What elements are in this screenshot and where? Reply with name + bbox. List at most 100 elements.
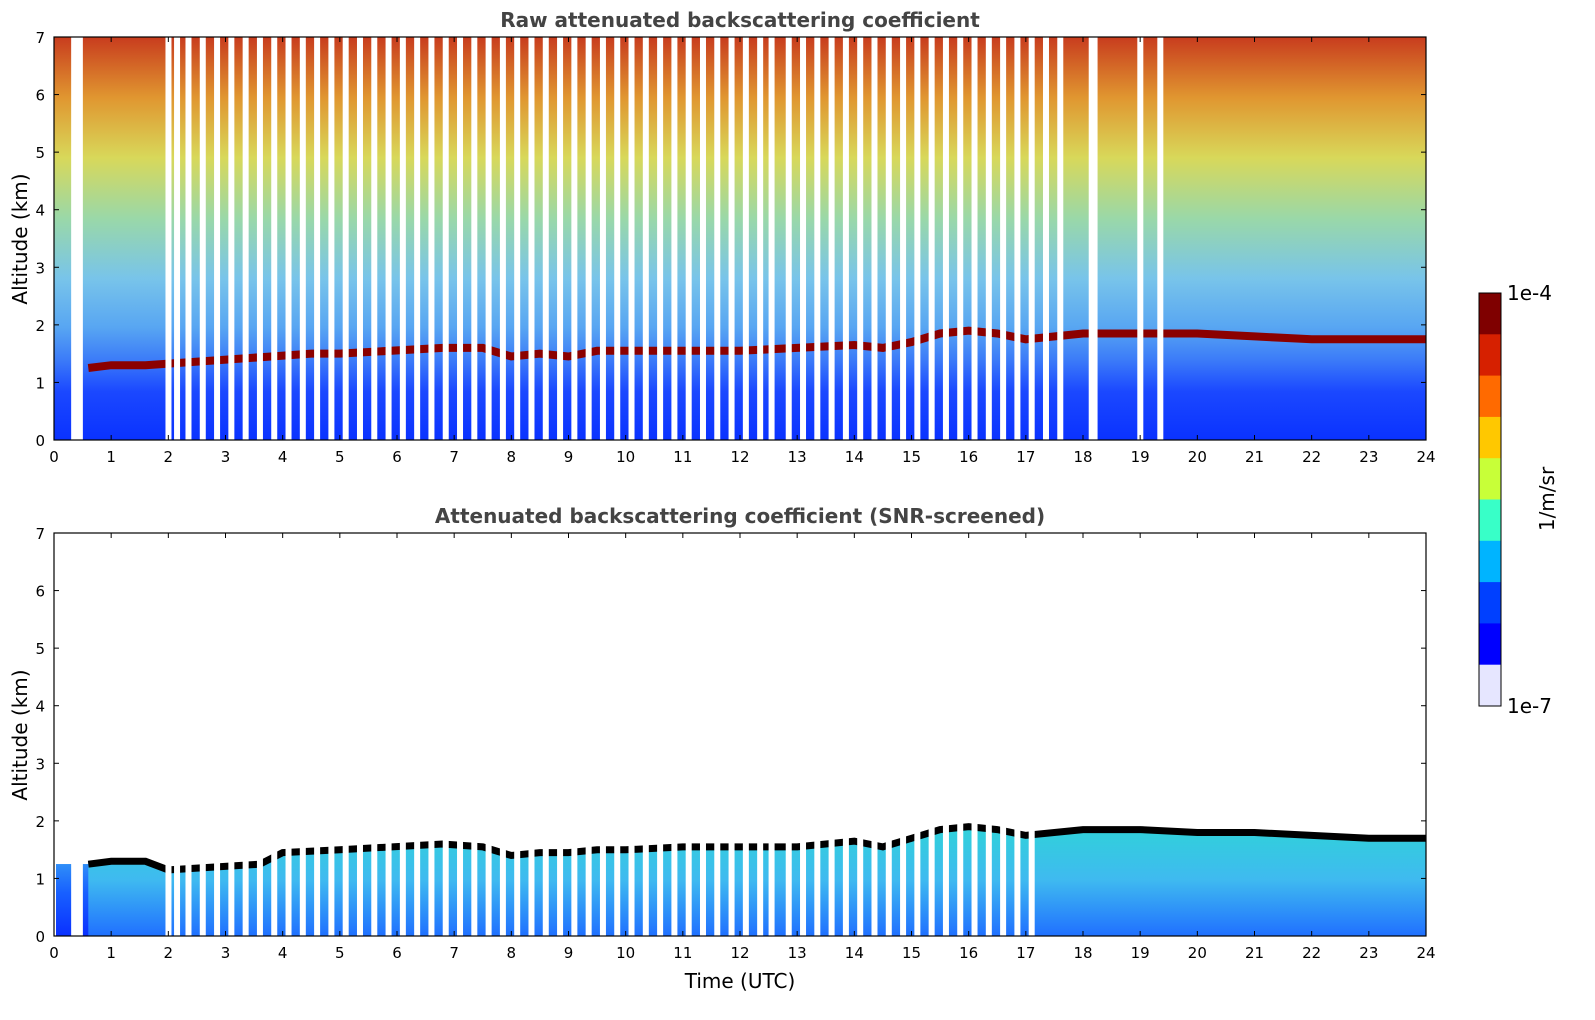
x-tick-label: 22 bbox=[1302, 944, 1321, 962]
x-tick-label: 9 bbox=[564, 944, 574, 962]
data-gap-stripe bbox=[1000, 37, 1007, 440]
data-gap-stripe bbox=[228, 815, 235, 936]
data-gap-stripe bbox=[485, 37, 492, 440]
colorbar-swatch bbox=[1479, 623, 1501, 666]
colorbar-unit-label: 1/m/sr bbox=[1535, 466, 1559, 531]
x-tick-label: 15 bbox=[902, 944, 921, 962]
data-gap-stripe bbox=[842, 815, 849, 936]
x-tick-label: 15 bbox=[902, 448, 921, 466]
colorbar-max-label: 1e-4 bbox=[1507, 281, 1552, 305]
data-gap-stripe bbox=[742, 815, 749, 936]
data-gap-stripe bbox=[499, 815, 506, 936]
x-tick-label: 5 bbox=[335, 448, 345, 466]
x-tick-label: 6 bbox=[392, 944, 402, 962]
x-tick-label: 2 bbox=[164, 448, 174, 466]
data-gap-stripe bbox=[942, 815, 949, 936]
colorbar-swatch bbox=[1479, 540, 1501, 583]
y-tick-label: 7 bbox=[35, 525, 45, 543]
data-gap-stripe bbox=[385, 37, 392, 440]
data-gap-stripe bbox=[785, 815, 792, 936]
data-gap-stripe bbox=[871, 815, 878, 936]
data-gap-stripe bbox=[628, 37, 635, 440]
data-gap-stripe bbox=[628, 815, 635, 936]
data-gap-stripe bbox=[585, 37, 592, 440]
raw-signal-field bbox=[54, 37, 1426, 440]
x-tick-label: 3 bbox=[221, 448, 231, 466]
data-gap-stripe bbox=[499, 37, 506, 440]
data-gap-stripe bbox=[328, 37, 335, 440]
data-gap-stripe bbox=[485, 815, 492, 936]
data-gap-stripe bbox=[165, 37, 172, 440]
data-gap-stripe bbox=[757, 815, 764, 936]
x-tick-label: 11 bbox=[673, 944, 692, 962]
data-gap-stripe bbox=[671, 37, 678, 440]
x-tick-label: 18 bbox=[1073, 448, 1092, 466]
panel2-y-ticks: 0 1 2 3 4 5 6 7 bbox=[35, 525, 1426, 946]
data-gap-stripe bbox=[76, 37, 83, 440]
x-tick-label: 4 bbox=[278, 448, 288, 466]
data-gap-stripe bbox=[228, 37, 235, 440]
x-tick-label: 7 bbox=[449, 944, 459, 962]
colorbar-swatch bbox=[1479, 582, 1501, 624]
colorbar-scale bbox=[1479, 293, 1501, 707]
colorbar-swatch bbox=[1479, 416, 1501, 459]
data-gap-stripe bbox=[542, 37, 549, 440]
data-gap-stripe bbox=[842, 37, 849, 440]
x-tick-label: 14 bbox=[845, 448, 864, 466]
data-gap-stripe bbox=[714, 37, 721, 440]
data-gap-stripe bbox=[942, 37, 949, 440]
data-gap-stripe bbox=[699, 815, 706, 936]
data-gap-stripe bbox=[1057, 37, 1064, 440]
data-gap-stripe bbox=[471, 815, 478, 936]
data-gap-stripe bbox=[314, 37, 321, 440]
panel2-x-ticks: 0 1 2 3 4 5 6 7 8 9 10 11 12 13 14 15 16 17 18 19 20 21 22 23 24 bbox=[49, 533, 1436, 962]
x-tick-label: 20 bbox=[1188, 944, 1207, 962]
x-tick-label: 17 bbox=[1016, 944, 1035, 962]
data-gap-stripe bbox=[514, 815, 521, 936]
x-tick-label: 10 bbox=[616, 944, 635, 962]
data-gap-stripe bbox=[1014, 815, 1021, 936]
data-gap-stripe bbox=[442, 815, 449, 936]
data-gap-stripe bbox=[900, 37, 907, 440]
y-tick-label: 6 bbox=[35, 87, 45, 105]
colorbar-swatch bbox=[1479, 499, 1501, 542]
data-gap-stripe bbox=[1014, 37, 1021, 440]
data-gap-stripe bbox=[728, 815, 735, 936]
data-gap-stripe bbox=[242, 815, 249, 936]
data-gap-stripe bbox=[768, 815, 775, 936]
data-gap-stripe bbox=[214, 815, 221, 936]
x-tick-label: 16 bbox=[959, 944, 978, 962]
x-tick-label: 23 bbox=[1359, 448, 1378, 466]
panel1-x-ticks: 0 1 2 3 4 5 6 7 8 9 10 11 12 13 14 15 16 17 18 19 20 21 22 23 24 bbox=[49, 37, 1436, 466]
data-gap-stripe bbox=[728, 37, 735, 440]
data-gap-stripe bbox=[271, 815, 278, 936]
colorbar-min-label: 1e-7 bbox=[1507, 694, 1552, 718]
data-gap-stripe bbox=[256, 37, 263, 440]
colorbar-swatch bbox=[1479, 664, 1501, 707]
x-tick-label: 4 bbox=[278, 944, 288, 962]
x-tick-label: 19 bbox=[1131, 448, 1150, 466]
data-gap-stripe bbox=[571, 37, 578, 440]
data-gap-stripe bbox=[957, 815, 964, 936]
colorbar-frame bbox=[1478, 292, 1502, 707]
data-gap-stripe bbox=[914, 815, 921, 936]
screened-layer-top-line bbox=[87, 823, 1426, 874]
data-gap-stripe bbox=[199, 37, 206, 440]
data-gap-stripe bbox=[399, 815, 406, 936]
data-gap-stripe bbox=[528, 815, 535, 936]
y-tick-label: 2 bbox=[35, 317, 45, 335]
colorbar-swatch bbox=[1479, 458, 1501, 500]
x-tick-label: 16 bbox=[959, 448, 978, 466]
data-gap-stripe bbox=[785, 37, 792, 440]
data-gap-stripe bbox=[614, 37, 621, 440]
data-gap-stripe bbox=[271, 37, 278, 440]
x-tick-label: 10 bbox=[616, 448, 635, 466]
x-tick-label: 0 bbox=[49, 944, 59, 962]
data-gap-stripe bbox=[371, 815, 378, 936]
data-gap-stripe bbox=[585, 815, 592, 936]
data-gap-stripe bbox=[185, 37, 192, 440]
data-gap-stripe bbox=[428, 815, 435, 936]
y-tick-label: 4 bbox=[35, 698, 45, 716]
data-gap-stripe bbox=[928, 37, 935, 440]
